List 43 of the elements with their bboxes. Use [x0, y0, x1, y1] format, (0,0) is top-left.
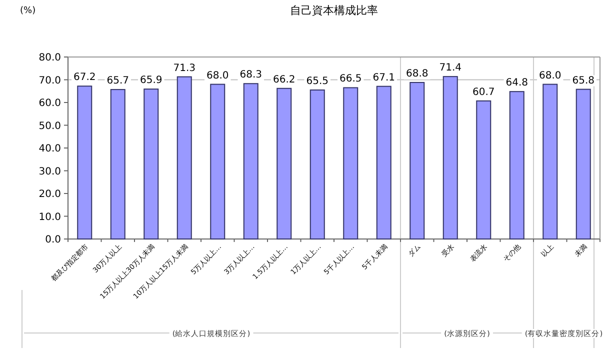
y-tick-label: 30.0	[38, 166, 61, 178]
bar	[77, 86, 92, 240]
y-tick-label: 70.0	[38, 75, 61, 86]
bar	[476, 100, 492, 240]
bar	[210, 84, 226, 240]
bar	[310, 89, 325, 240]
y-tick-label: 40.0	[38, 144, 61, 154]
data-label: 64.8	[506, 78, 528, 89]
bar	[276, 88, 292, 240]
bar	[576, 88, 591, 240]
bar	[176, 76, 192, 240]
chart-title: 自己資本構成比率	[290, 4, 378, 17]
data-label: 66.2	[272, 74, 296, 86]
data-label: 67.1	[372, 72, 396, 84]
bar	[243, 83, 258, 240]
y-axis-title: (%)	[20, 6, 36, 16]
data-label: 71.3	[173, 62, 196, 74]
data-label: 60.7	[472, 86, 495, 98]
data-label: 65.7	[106, 76, 130, 87]
y-tick-label: 80.0	[38, 52, 61, 64]
data-label: 66.5	[339, 74, 362, 85]
data-label: 68.3	[240, 70, 262, 81]
y-tick-label: 0.0	[45, 234, 61, 246]
y-tick-label: 10.0	[38, 212, 61, 223]
bar	[376, 86, 392, 240]
data-label: 68.8	[406, 68, 428, 80]
bar	[442, 76, 458, 240]
data-label: 67.2	[73, 72, 96, 84]
bar	[343, 87, 358, 240]
data-label: 65.5	[306, 76, 329, 87]
y-tick-label: 20.0	[38, 189, 61, 200]
data-label: 71.4	[439, 62, 462, 74]
y-tick-label: 50.0	[38, 120, 61, 132]
data-label: 65.9	[140, 75, 162, 86]
bar	[509, 91, 524, 240]
bar	[144, 88, 159, 240]
data-label: 65.8	[572, 75, 595, 86]
data-label: 68.0	[206, 70, 229, 82]
bar	[410, 82, 425, 240]
data-label: 68.0	[538, 70, 562, 82]
bar	[110, 89, 126, 240]
bar	[542, 84, 558, 240]
y-tick-label: 60.0	[38, 98, 61, 109]
